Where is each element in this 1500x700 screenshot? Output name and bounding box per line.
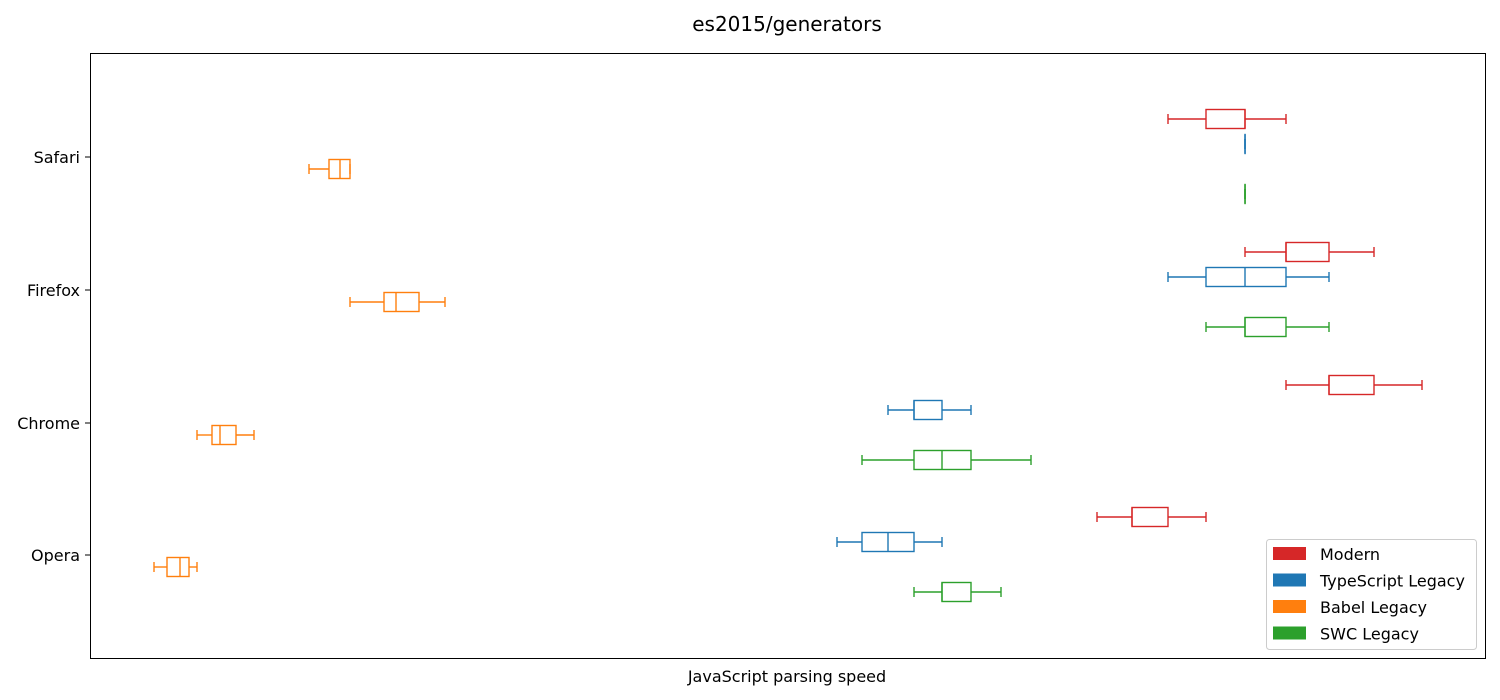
legend-swatch	[1273, 626, 1306, 640]
box-babel-legacy-safari	[308, 158, 351, 180]
legend-swatch	[1273, 573, 1306, 587]
iqr-box	[941, 581, 972, 603]
iqr-box	[211, 424, 237, 446]
iqr-box	[1285, 241, 1330, 263]
box-babel-legacy-chrome	[196, 424, 255, 446]
legend-swatch	[1273, 547, 1306, 560]
box-modern-chrome	[1285, 374, 1423, 396]
iqr-box	[166, 556, 190, 578]
box-layer	[153, 108, 1423, 603]
legend-label: TypeScript Legacy	[1319, 572, 1465, 591]
box-swc-legacy-chrome	[861, 449, 1032, 471]
box-swc-legacy-firefox	[1205, 316, 1330, 338]
legend-label: Modern	[1320, 545, 1380, 564]
y-axis: Safari Firefox Chrome Opera	[17, 148, 90, 565]
box-modern-opera	[1096, 506, 1207, 528]
box-modern-safari	[1167, 108, 1287, 130]
box-modern-firefox	[1244, 241, 1375, 263]
iqr-box	[1131, 506, 1169, 528]
box-swc-legacy-opera	[913, 581, 1002, 603]
iqr-box	[383, 291, 420, 313]
iqr-box	[1205, 108, 1246, 130]
iqr-box	[1244, 316, 1287, 338]
legend-label: Babel Legacy	[1320, 598, 1427, 617]
y-tick-label: Chrome	[17, 414, 80, 433]
legend-frame	[1266, 539, 1477, 650]
iqr-box	[913, 399, 943, 421]
box-babel-legacy-firefox	[349, 291, 446, 313]
legend-label: SWC Legacy	[1320, 625, 1419, 644]
y-tick-label: Safari	[34, 148, 80, 167]
x-axis-label: JavaScript parsing speed	[687, 667, 886, 686]
y-tick-label: Firefox	[27, 281, 80, 300]
box-typescript-legacy-chrome	[887, 399, 972, 421]
plot-area	[90, 53, 1486, 659]
iqr-box	[1328, 374, 1375, 396]
y-tick-label: Opera	[31, 546, 80, 565]
box-babel-legacy-opera	[153, 556, 198, 578]
iqr-box	[1205, 266, 1287, 288]
box-typescript-legacy-firefox	[1167, 266, 1330, 288]
box-typescript-legacy-opera	[836, 531, 943, 553]
legend-swatch	[1273, 600, 1306, 613]
chart-title: es2015/generators	[692, 12, 882, 36]
legend: Modern TypeScript Legacy Babel Legacy SWC L…	[1266, 539, 1477, 650]
